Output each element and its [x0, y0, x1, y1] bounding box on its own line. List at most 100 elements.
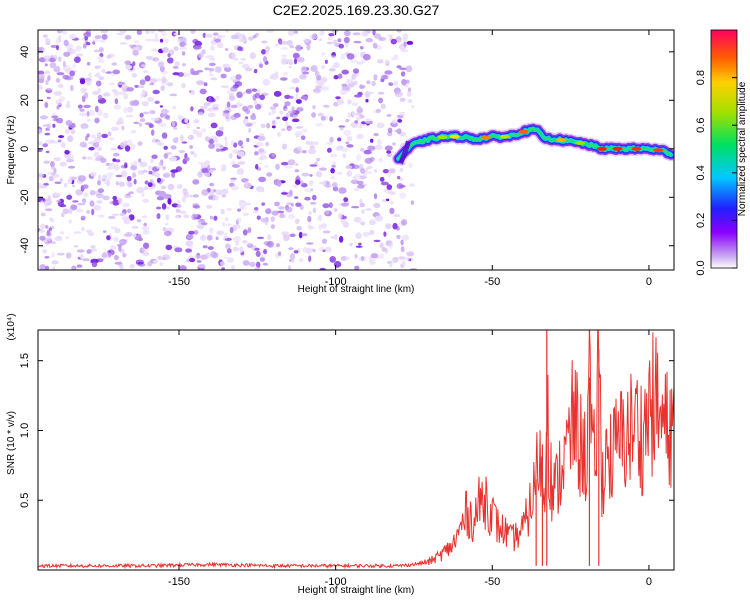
ridge-peak — [437, 135, 448, 140]
noise-speckle — [375, 108, 382, 113]
noise-speckle — [401, 260, 406, 267]
noise-speckle — [247, 242, 252, 246]
noise-speckle — [50, 44, 58, 48]
noise-speckle — [51, 172, 55, 176]
noise-speckle — [359, 256, 367, 262]
noise-speckle — [312, 248, 316, 253]
noise-speckle — [352, 32, 361, 36]
noise-speckle — [362, 231, 371, 237]
noise-speckle — [53, 55, 58, 60]
noise-speckle — [287, 265, 292, 270]
noise-speckle — [80, 123, 89, 129]
noise-speckle — [330, 176, 336, 180]
noise-speckle — [275, 163, 280, 171]
noise-speckle — [63, 76, 72, 81]
noise-speckle — [261, 40, 268, 44]
noise-speckle — [405, 79, 410, 84]
noise-speckle — [117, 198, 123, 204]
noise-speckle — [254, 103, 262, 110]
noise-speckle — [226, 257, 234, 263]
noise-speckle — [108, 137, 115, 141]
noise-speckle — [230, 104, 238, 109]
noise-speckle — [330, 55, 337, 58]
noise-speckle — [59, 231, 65, 235]
noise-speckle — [203, 172, 211, 177]
noise-speckle — [221, 194, 226, 198]
noise-speckle — [282, 143, 287, 150]
noise-speckle — [77, 202, 86, 206]
noise-speckle — [407, 87, 412, 92]
noise-speckle — [331, 164, 336, 168]
noise-speckle — [150, 117, 160, 121]
noise-speckle — [109, 201, 114, 205]
noise-speckle — [56, 252, 65, 256]
noise-speckle — [383, 231, 387, 237]
noise-speckle — [308, 180, 314, 186]
noise-speckle — [75, 189, 83, 196]
noise-speckle — [175, 208, 181, 213]
noise-speckle — [205, 55, 214, 59]
noise-speckle — [352, 164, 360, 170]
noise-speckle — [295, 93, 299, 97]
noise-speckle — [268, 112, 272, 116]
noise-speckle — [363, 149, 372, 155]
signal-ridge — [391, 122, 674, 166]
noise-speckle — [374, 168, 378, 173]
noise-speckle — [196, 131, 203, 136]
noise-speckle — [319, 30, 325, 36]
noise-speckle — [48, 227, 52, 231]
noise-speckle — [238, 61, 244, 65]
noise-speckle — [140, 92, 145, 99]
noise-speckle — [121, 125, 125, 131]
noise-speckle — [114, 261, 123, 265]
noise-speckle — [176, 204, 182, 208]
noise-speckle — [183, 214, 190, 219]
noise-speckle — [312, 207, 317, 213]
noise-speckle — [54, 158, 61, 162]
noise-speckle — [300, 96, 309, 100]
noise-speckle — [64, 150, 70, 155]
noise-speckle — [366, 165, 373, 170]
noise-speckle — [110, 126, 119, 131]
noise-speckle — [46, 123, 51, 130]
noise-speckle — [373, 133, 379, 137]
noise-speckle — [100, 157, 107, 164]
noise-speckle — [51, 115, 59, 119]
noise-speckle — [287, 58, 291, 64]
noise-speckle — [154, 33, 159, 40]
noise-speckle — [207, 107, 214, 112]
noise-speckle — [174, 215, 180, 219]
noise-speckle — [313, 88, 321, 93]
noise-speckle — [128, 44, 133, 48]
noise-speckle — [258, 148, 265, 153]
noise-speckle — [373, 74, 378, 81]
noise-speckle — [94, 35, 102, 40]
noise-speckle — [276, 180, 282, 187]
noise-speckle — [91, 134, 96, 139]
noise-speckle — [295, 126, 304, 129]
noise-speckle — [118, 181, 125, 187]
noise-speckle — [201, 167, 209, 174]
noise-speckle — [94, 73, 100, 78]
noise-speckle — [254, 207, 259, 211]
noise-speckle — [128, 214, 135, 221]
noise-speckle — [142, 251, 150, 257]
noise-speckle — [263, 248, 268, 255]
noise-speckle — [97, 94, 103, 101]
noise-speckle — [281, 231, 290, 236]
noise-speckle — [81, 36, 86, 41]
noise-speckle — [127, 208, 132, 213]
noise-speckle — [126, 175, 132, 182]
colorbar-gradient — [710, 29, 738, 269]
noise-speckle — [365, 167, 369, 172]
noise-speckle — [253, 68, 258, 74]
noise-speckle — [46, 96, 51, 100]
noise-speckle — [360, 221, 366, 226]
colorbar-tick-label: 0.0 — [695, 260, 707, 275]
noise-speckle — [256, 215, 261, 220]
noise-speckle — [200, 162, 207, 169]
colorbar-tick-label: 0.2 — [695, 213, 707, 228]
noise-speckle — [333, 208, 338, 212]
noise-speckle — [287, 127, 294, 130]
noise-speckle — [294, 196, 299, 199]
